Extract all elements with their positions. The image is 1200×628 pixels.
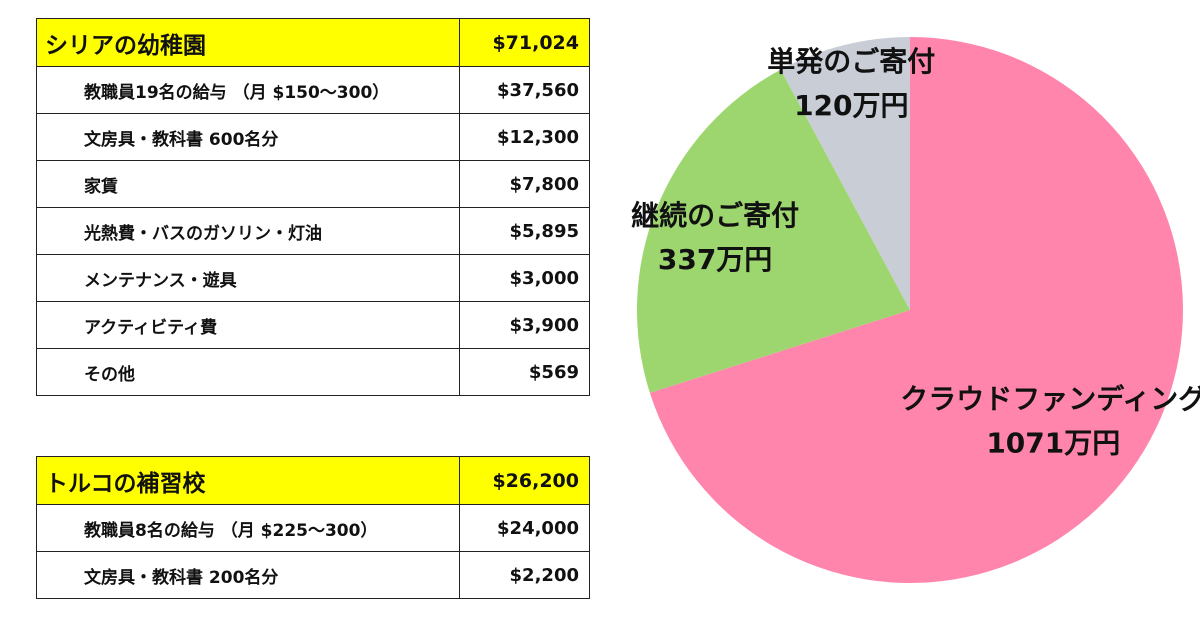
row-label: 教職員19名の給与 （月 $150～300） (36, 66, 460, 114)
pie-slice (636, 69, 910, 393)
table-title: トルコの補習校 (36, 456, 460, 505)
table-header-row: トルコの補習校 $26,200 (36, 456, 591, 505)
table-row: 文房具・教科書 200名分 $2,200 (36, 551, 591, 599)
row-label: 教職員8名の給与 （月 $225～300） (36, 504, 460, 552)
row-label: 文房具・教科書 200名分 (36, 551, 460, 599)
table-row: 教職員19名の給与 （月 $150～300） $37,560 (36, 66, 591, 114)
turkey-school-budget-table: トルコの補習校 $26,200 教職員8名の給与 （月 $225～300） $2… (36, 456, 591, 599)
pie-slice-value: 337万円 (658, 243, 772, 276)
table-title: シリアの幼稚園 (36, 18, 460, 67)
table-header-row: シリアの幼稚園 $71,024 (36, 18, 591, 67)
table-total: $71,024 (458, 18, 591, 67)
table-row: 光熱費・バスのガソリン・灯油 $5,895 (36, 207, 591, 255)
row-amount: $3,900 (458, 301, 591, 349)
pie-slice-label: 継続のご寄付 (631, 199, 799, 232)
row-amount: $24,000 (458, 504, 591, 552)
pie-slice (649, 37, 1183, 583)
row-amount: $3,000 (458, 254, 591, 302)
pie-slice-value: 1071万円 (986, 427, 1120, 460)
table-row: 家賃 $7,800 (36, 160, 591, 208)
table-row: 教職員8名の給与 （月 $225～300） $24,000 (36, 504, 591, 552)
row-amount: $569 (458, 348, 591, 396)
table-row: その他 $569 (36, 348, 591, 396)
row-label: 文房具・教科書 600名分 (36, 113, 460, 161)
row-label: メンテナンス・遊具 (36, 254, 460, 302)
pie-slice-value: 120万円 (794, 89, 908, 122)
pie-slice-label: 単発のご寄付 (767, 45, 935, 78)
funding-pie-chart: クラウドファンディング 1071万円 継続のご寄付 337万円 単発のご寄付 120万円 (631, 37, 1200, 583)
table-row: アクティビティ費 $3,900 (36, 301, 591, 349)
table-total: $26,200 (458, 456, 591, 505)
row-label: アクティビティ費 (36, 301, 460, 349)
row-label: その他 (36, 348, 460, 396)
table-row: メンテナンス・遊具 $3,000 (36, 254, 591, 302)
row-amount: $7,800 (458, 160, 591, 208)
pie-slices (636, 37, 1183, 583)
syria-kindergarten-budget-table: シリアの幼稚園 $71,024 教職員19名の給与 （月 $150～300） $… (36, 18, 591, 396)
row-amount: $12,300 (458, 113, 591, 161)
row-amount: $5,895 (458, 207, 591, 255)
pie-labels: クラウドファンディング 1071万円 継続のご寄付 337万円 単発のご寄付 120万円 (631, 45, 1200, 460)
table-row: 文房具・教科書 600名分 $12,300 (36, 113, 591, 161)
row-label: 家賃 (36, 160, 460, 208)
row-amount: $2,200 (458, 551, 591, 599)
row-amount: $37,560 (458, 66, 591, 114)
row-label: 光熱費・バスのガソリン・灯油 (36, 207, 460, 255)
pie-slice (780, 37, 910, 310)
pie-slice-label: クラウドファンディング (900, 383, 1200, 416)
